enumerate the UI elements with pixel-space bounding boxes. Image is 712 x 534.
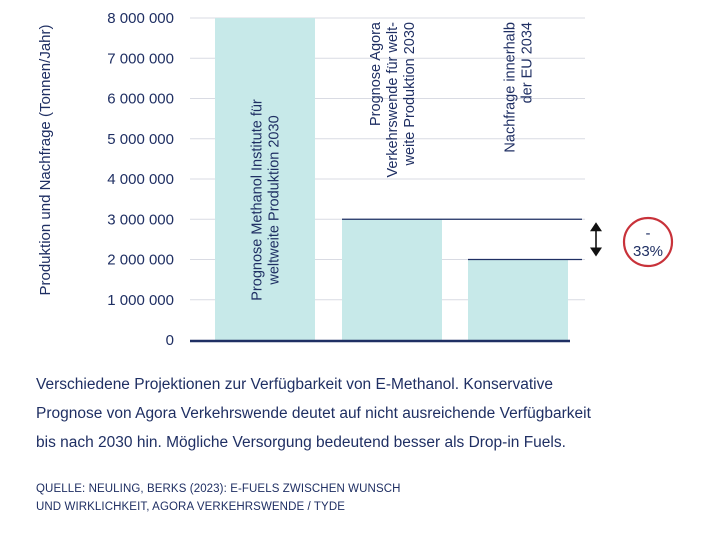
caption-line: Prognose von Agora Verkehrswende deutet … (36, 405, 591, 422)
arrow-head-down (590, 247, 602, 257)
y-tick-label: 5 000 000 (107, 131, 174, 148)
arrow-head-up (590, 222, 602, 232)
percent-badge: -33% (622, 216, 674, 268)
y-tick-label: 4 000 000 (107, 171, 174, 188)
bar-label: Nachfrage innerhalb (503, 22, 519, 153)
comparison-guides (342, 218, 582, 261)
caption-line: bis nach 2030 hin. Mögliche Versorgung b… (36, 434, 566, 451)
source-note: QUELLE: NEULING, BERKS (2023): E-FUELS Z… (36, 480, 686, 516)
source-line: QUELLE: NEULING, BERKS (2023): E-FUELS Z… (36, 483, 401, 495)
bar (468, 259, 568, 340)
caption-line: Verschiedene Projektionen zur Verfügbark… (36, 376, 553, 393)
badge-label: - (646, 225, 651, 242)
bar-label: weite Produktion 2030 (402, 22, 418, 167)
bar-label: weltweite Produktion 2030 (267, 115, 283, 285)
bar (215, 18, 315, 340)
y-tick-label: 6 000 000 (107, 91, 174, 108)
source-line: UND WIRKLICHKEIT, AGORA VERKEHRSWENDE / … (36, 501, 345, 513)
bar-label: Verkehrswende für welt- (385, 22, 401, 178)
y-tick-label: 1 000 000 (107, 292, 174, 309)
bar-label: Prognose Methanol Institute für (250, 99, 266, 301)
badge-ring (622, 216, 674, 268)
badge-label: 33% (633, 243, 663, 260)
y-axis-title: Produktion und Nachfrage (Tonnen/Jahr) (37, 24, 54, 295)
y-tick-label: 7 000 000 (107, 50, 174, 67)
bar-label: Prognose Agora (368, 21, 384, 126)
bar (342, 219, 442, 340)
y-tick-label: 2 000 000 (107, 252, 174, 269)
double-arrow-icon (590, 222, 602, 257)
bars: Prognose Methanol Institute für weltweite… (215, 18, 568, 340)
y-tick-labels: 0 1 000 000 2 000 000 3 000 000 4 000 000 5 0… (107, 10, 174, 349)
y-tick-label: 0 (166, 332, 174, 349)
y-tick-label: 8 000 000 (107, 10, 174, 27)
bar-label: der EU 2034 (520, 22, 536, 103)
caption: Verschiedene Projektionen zur Verfügbark… (36, 370, 686, 457)
y-tick-label: 3 000 000 (107, 211, 174, 228)
bar-chart: Prognose Methanol Institute für weltweite… (37, 10, 674, 349)
